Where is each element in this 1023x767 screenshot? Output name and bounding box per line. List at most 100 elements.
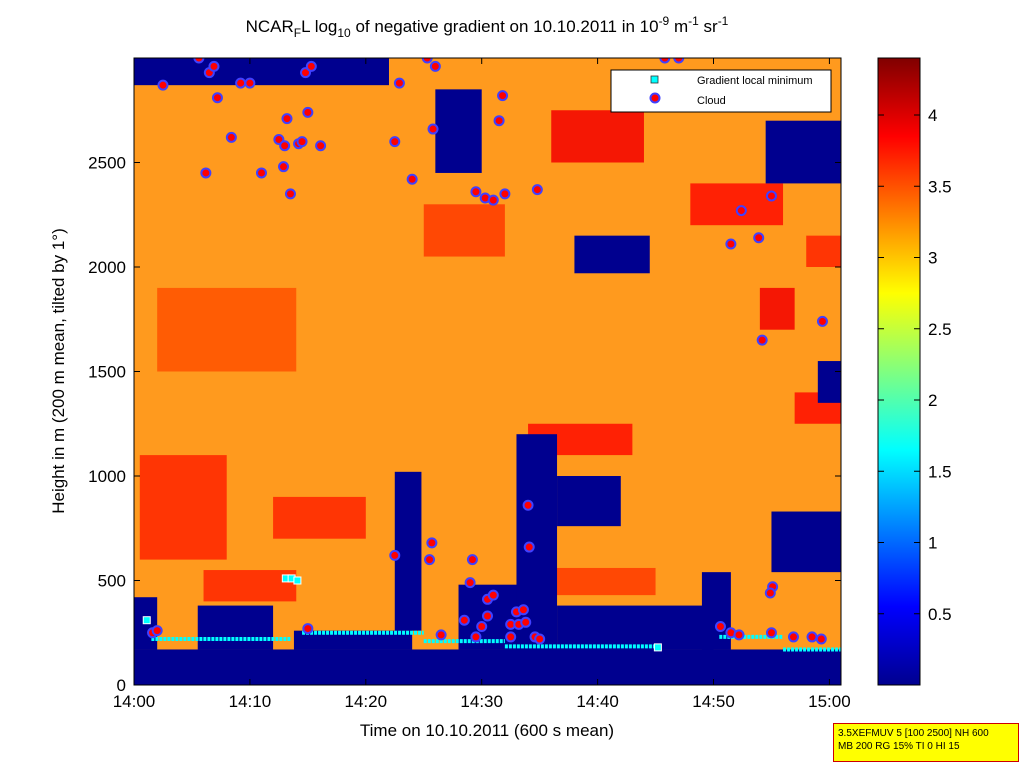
cloud-point-34 xyxy=(659,58,671,64)
cloud-point-31 xyxy=(497,90,509,102)
heatmap-high-region-11 xyxy=(203,570,297,602)
colorbar-tick-label-1: 1 xyxy=(928,534,937,553)
heatmap-high-region-6 xyxy=(759,287,795,330)
cloud-point-70 xyxy=(765,627,777,639)
cloud-point-65 xyxy=(151,625,163,637)
cloud-point-26 xyxy=(427,123,439,135)
colorbar-tick-label-6: 3.5 xyxy=(928,177,952,196)
heatmap-plot: 14:00 14:10 14:20 14:30 14:40 14:50 15:00 0 500… xyxy=(88,57,851,711)
cloud-point-3 xyxy=(208,60,220,72)
heatmap-low-region-2 xyxy=(197,605,274,650)
cloud-point-50 xyxy=(487,589,499,601)
cloud-point-62 xyxy=(505,631,517,643)
heatmap-low-region-11 xyxy=(134,58,389,86)
y-tick-label-2: 1000 xyxy=(88,467,126,486)
x-tick-label-3: 14:30 xyxy=(460,692,503,711)
y-tick-label-5: 2500 xyxy=(88,154,126,173)
colorbar-gradient xyxy=(877,57,921,686)
cloud-point-40 xyxy=(756,334,768,346)
heatmap-low-region-3 xyxy=(293,630,413,650)
heatmap-low-region-7 xyxy=(557,605,714,650)
cloud-point-61 xyxy=(534,633,546,645)
heatmap-high-region-10 xyxy=(423,204,505,257)
cloud-point-66 xyxy=(302,623,314,635)
x-tick-label-0: 14:00 xyxy=(113,692,156,711)
info-line-1: 3.5XEFMUV 5 [100 2500] NH 600 xyxy=(838,728,989,739)
cloud-point-1 xyxy=(193,58,205,64)
legend: Gradient local minimum Cloud xyxy=(610,69,832,113)
cloud-point-45 xyxy=(435,629,447,641)
x-axis-label: Time on 10.10.2011 (600 s mean) xyxy=(360,721,614,740)
cloud-point-14 xyxy=(284,188,296,200)
heatmap-low-region-0 xyxy=(134,649,841,685)
heatmap-high-region-9 xyxy=(690,183,784,226)
legend-label-cloud: Cloud xyxy=(697,95,726,107)
cloud-point-33 xyxy=(531,184,543,196)
cloud-point-17 xyxy=(315,140,327,152)
cloud-point-57 xyxy=(520,616,532,628)
cloud-point-29 xyxy=(487,194,499,206)
x-tick-label-5: 14:50 xyxy=(692,692,735,711)
colorbar-tick-label-2: 1.5 xyxy=(928,462,952,481)
y-axis-label: Height in m (200 m mean, tilted by 1°) xyxy=(49,228,68,514)
heatmap-low-region-12 xyxy=(574,235,650,274)
legend-marker-gradient-minimum xyxy=(650,75,659,84)
colorbar-tick-label-3: 2 xyxy=(928,391,937,410)
cloud-point-11 xyxy=(302,106,314,118)
cloud-point-36 xyxy=(725,238,737,250)
cloud-point-38 xyxy=(753,232,765,244)
cloud-point-18 xyxy=(296,136,308,148)
colorbar-tick-label-0: 0.5 xyxy=(928,605,952,624)
cloud-point-21 xyxy=(389,136,401,148)
cloud-point-32 xyxy=(499,188,511,200)
cloud-point-42 xyxy=(389,549,401,561)
heatmap-high-region-2 xyxy=(273,496,366,539)
heatmap-low-region-15 xyxy=(557,476,621,527)
y-tick-label-1: 500 xyxy=(98,572,126,591)
cloud-point-7 xyxy=(281,113,293,125)
colorbar-tick-label-7: 4 xyxy=(928,106,937,125)
cloud-point-46 xyxy=(458,614,470,626)
cloud-point-48 xyxy=(464,577,476,589)
heatmap-high-region-3 xyxy=(551,110,644,163)
heatmap-low-region-9 xyxy=(771,511,841,573)
legend-marker-cloud xyxy=(649,92,661,104)
cloud-point-44 xyxy=(426,537,438,549)
settings-info-box: 3.5XEFMUV 5 [100 2500] NH 600 MB 200 RG … xyxy=(833,723,1019,762)
cloud-point-6 xyxy=(244,77,256,89)
x-tick-label-1: 14:10 xyxy=(229,692,272,711)
cloud-point-54 xyxy=(517,604,529,616)
cloud-point-72 xyxy=(764,587,776,599)
cloud-point-16 xyxy=(200,167,212,179)
gradient-minimum-point-3 xyxy=(293,576,302,585)
cloud-point-4 xyxy=(211,92,223,104)
cloud-point-43 xyxy=(424,554,436,566)
x-tick-label-2: 14:20 xyxy=(345,692,388,711)
heatmap-low-region-8 xyxy=(701,572,731,650)
cloud-point-5 xyxy=(235,77,247,89)
cloud-point-0 xyxy=(157,79,169,91)
heatmap-low-region-10 xyxy=(817,361,841,403)
gradient-minimum-point-4 xyxy=(653,643,662,652)
y-tick-label-4: 2000 xyxy=(88,258,126,277)
heatmap-low-region-6 xyxy=(516,434,558,650)
cloud-point-69 xyxy=(733,629,745,641)
chart-title: NCARFL log10 of negative gradient on 10.… xyxy=(246,14,729,40)
cloud-point-23 xyxy=(406,173,418,185)
cloud-point-37 xyxy=(735,205,747,217)
legend-label-gradient-minimum: Gradient local minimum xyxy=(697,75,813,87)
heatmap-high-region-8 xyxy=(806,235,841,267)
cloud-point-15 xyxy=(255,167,267,179)
cloud-point-19 xyxy=(225,131,237,143)
heatmap-low-region-13 xyxy=(765,120,841,184)
colorbar: 0.5 1 1.5 2 2.5 3 3.5 4 xyxy=(877,57,952,686)
cloud-point-51 xyxy=(482,610,493,622)
cloud-point-41 xyxy=(816,315,828,327)
cloud-point-75 xyxy=(815,633,827,645)
cloud-point-73 xyxy=(787,631,799,643)
cloud-point-30 xyxy=(493,115,505,127)
y-tick-label-0: 0 xyxy=(117,676,126,695)
cloud-point-52 xyxy=(476,620,488,632)
cloud-point-20 xyxy=(279,140,291,152)
gradient-minimum-point-0 xyxy=(142,616,151,625)
